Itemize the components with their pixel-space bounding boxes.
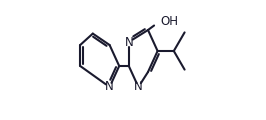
Text: N: N	[124, 36, 133, 48]
Text: N: N	[134, 81, 143, 93]
Text: OH: OH	[160, 15, 178, 28]
Text: N: N	[105, 81, 114, 93]
